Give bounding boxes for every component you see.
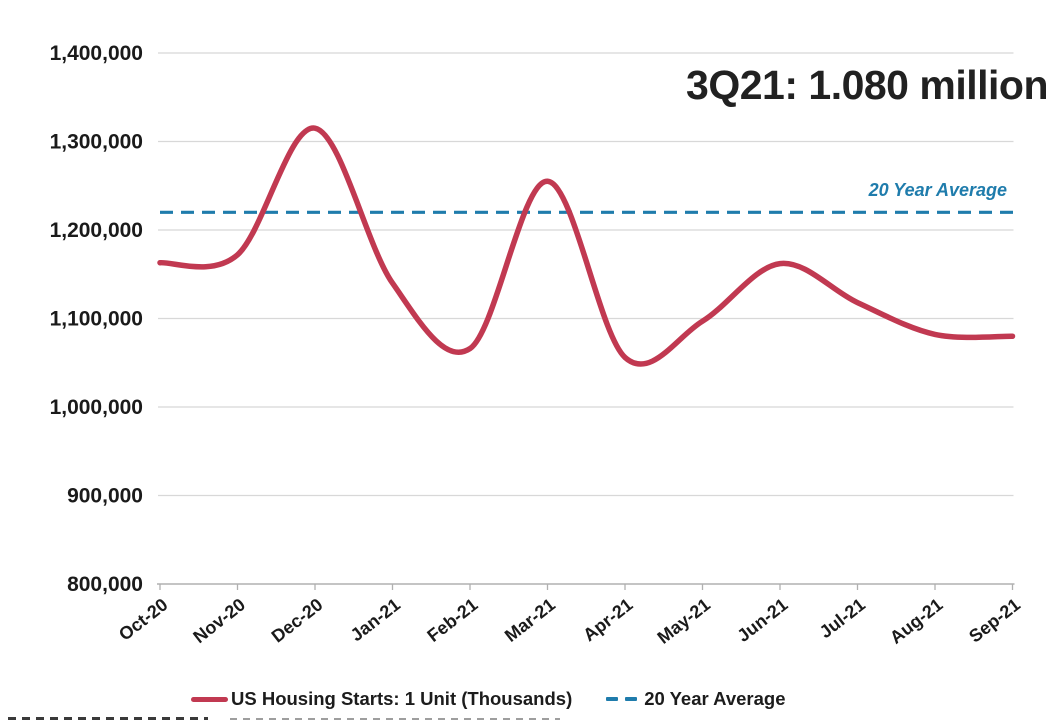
- legend-label-housing-starts: US Housing Starts: 1 Unit (Thousands): [231, 688, 573, 709]
- x-axis-month-label: Aug-21: [886, 594, 946, 647]
- x-axis-month-label: Sep-21: [965, 594, 1024, 646]
- x-axis-month-label: Jul-21: [816, 594, 869, 642]
- y-axis-tick-label: 1,200,000: [50, 219, 143, 242]
- x-axis-month-label: Feb-21: [423, 594, 481, 645]
- x-axis-month-label: Nov-20: [189, 594, 249, 647]
- x-axis-month-label: Mar-21: [501, 594, 559, 645]
- y-axis-tick-label: 1,400,000: [50, 42, 143, 65]
- legend: US Housing Starts: 1 Unit (Thousands) 20…: [191, 688, 786, 710]
- y-axis-tick-label: 1,300,000: [50, 131, 143, 154]
- legend-label-average: 20 Year Average: [644, 688, 786, 709]
- average-line-label: 20 Year Average: [868, 180, 1007, 200]
- x-axis-month-label: Jun-21: [733, 594, 791, 645]
- cropped-source-text-fragments: [8, 717, 208, 720]
- x-axis-month-label: Oct-20: [115, 594, 171, 644]
- x-axis-month-label: Apr-21: [579, 594, 636, 645]
- legend-item-housing-starts: US Housing Starts: 1 Unit (Thousands): [191, 688, 572, 710]
- y-axis-tick-label: 1,100,000: [50, 308, 143, 331]
- legend-item-average: 20 Year Average: [606, 688, 786, 710]
- y-axis-tick-label: 800,000: [67, 573, 143, 596]
- y-axis-tick-label: 900,000: [67, 485, 143, 508]
- red-line-swatch-icon: [191, 696, 228, 702]
- x-axis-month-label: Dec-20: [268, 594, 327, 646]
- chart-annotation-headline: 3Q21: 1.080 million: [686, 62, 1048, 108]
- blue-dash-swatch-icon: [606, 697, 638, 701]
- cropped-source-text-fragments-light: [230, 718, 560, 720]
- x-axis-month-label: Jan-21: [347, 594, 404, 645]
- y-axis-tick-label: 1,000,000: [50, 396, 143, 419]
- housing-starts-line: [157, 125, 1016, 367]
- x-axis-month-label: May-21: [654, 594, 714, 647]
